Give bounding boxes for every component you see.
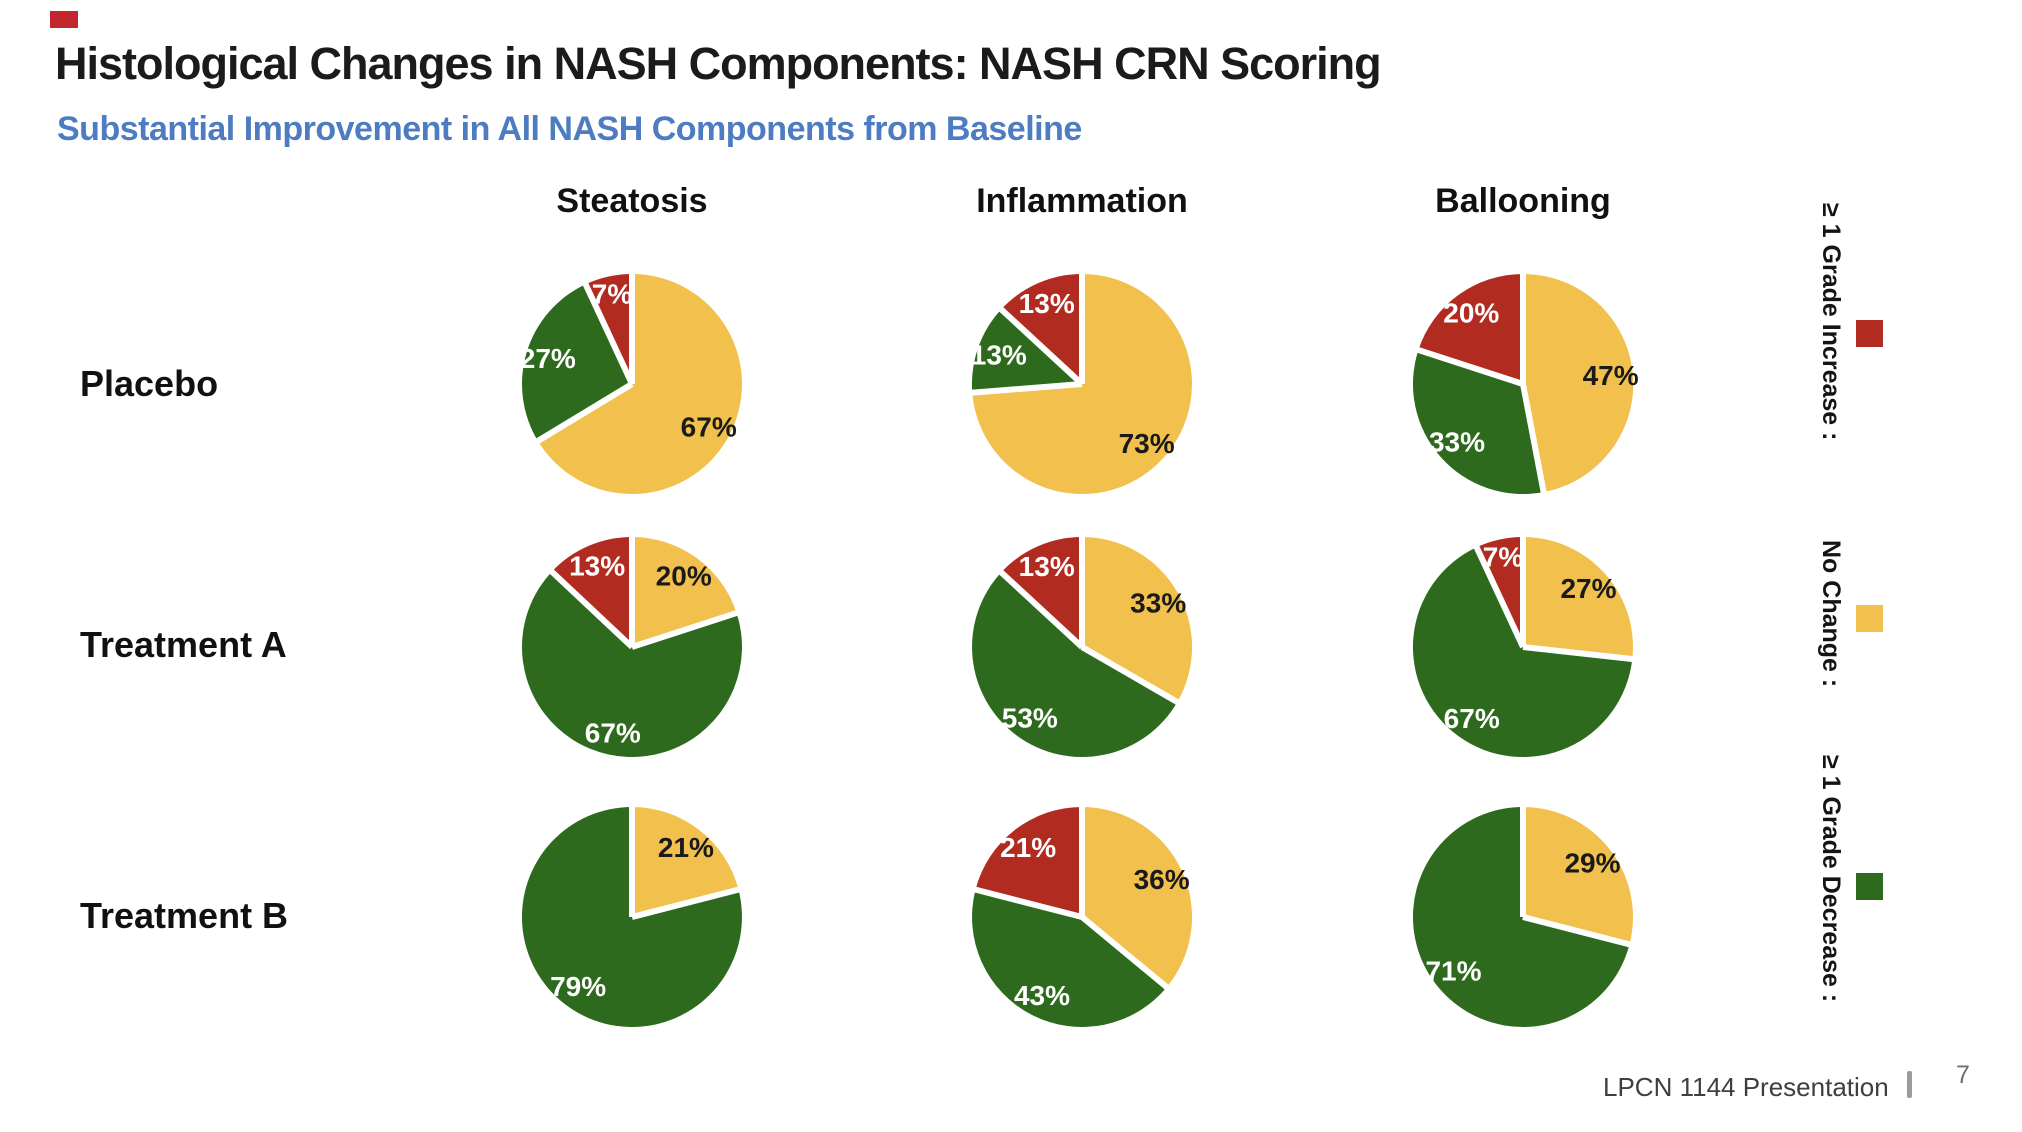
slice-divider bbox=[1522, 914, 1632, 948]
row-label-placebo: Placebo bbox=[80, 363, 219, 404]
slice-label: 29% bbox=[1564, 848, 1620, 879]
slice-label: 7% bbox=[592, 278, 633, 309]
legend-swatch-increase-icon bbox=[1856, 320, 1883, 347]
pie-chart-svg: 36% 43% 21% bbox=[972, 806, 1193, 1027]
pie-treatment-b-inflammation: 36% 43% 21% bbox=[962, 797, 1202, 1037]
pie-chart-svg: 29% 71% bbox=[1412, 806, 1633, 1027]
slice-divider bbox=[1522, 644, 1634, 663]
pie-slice-no_change bbox=[1523, 273, 1634, 493]
legend-swatch-decrease-icon bbox=[1856, 873, 1883, 900]
page-number: 7 bbox=[1956, 1061, 1970, 1089]
slice-divider bbox=[582, 282, 635, 386]
slice-divider bbox=[1520, 383, 1547, 494]
slice-label: 20% bbox=[1443, 297, 1499, 328]
pie-placebo-ballooning: 47% 33% 20% bbox=[1403, 264, 1643, 504]
pie-chart-svg: 27% 67% 7% bbox=[1412, 536, 1634, 758]
row-label-treatment-b: Treatment B bbox=[80, 895, 289, 936]
page-title: Histological Changes in NASH Components:… bbox=[55, 38, 1382, 89]
pie-slice-decrease bbox=[972, 889, 1167, 1027]
red-marker bbox=[50, 11, 78, 28]
pie-slice-increase bbox=[1001, 274, 1082, 384]
pie-chart-svg: 67% 27% 7% bbox=[520, 273, 742, 494]
slice-label: 13% bbox=[971, 340, 1027, 371]
slice-label: 13% bbox=[1019, 551, 1075, 582]
pie-chart-svg: 73% 13% 13% bbox=[971, 273, 1192, 494]
pie-chart-svg: 33% 53% 13% bbox=[972, 536, 1193, 758]
slice-label: 33% bbox=[1429, 427, 1485, 458]
pie-slice-decrease bbox=[1412, 547, 1633, 758]
pie-slice-increase bbox=[551, 537, 632, 647]
legend-label-grade-decrease: ≥ 1 Grade Decrease : bbox=[1817, 755, 1845, 1003]
slice-label: 67% bbox=[585, 717, 641, 748]
slice-label: 13% bbox=[569, 551, 625, 582]
slice-label: 36% bbox=[1134, 864, 1190, 895]
pie-slice-decrease bbox=[972, 572, 1178, 758]
pie-treatment-a-ballooning: 27% 67% 7% bbox=[1403, 527, 1643, 767]
slice-label: 67% bbox=[681, 412, 737, 443]
slice-divider bbox=[998, 306, 1085, 387]
column-header-inflammation: Inflammation bbox=[976, 182, 1188, 220]
pie-slice-decrease bbox=[521, 571, 742, 758]
legend-label-no-change: No Change : bbox=[1817, 540, 1845, 688]
pie-slice-decrease bbox=[1412, 350, 1544, 495]
pie-treatment-b-ballooning: 29% 71% bbox=[1403, 797, 1643, 1037]
slice-label: 79% bbox=[550, 971, 606, 1002]
slice-label: 73% bbox=[1119, 428, 1175, 459]
slice-divider bbox=[1080, 914, 1170, 991]
slice-label: 20% bbox=[656, 560, 712, 591]
slice-label: 33% bbox=[1130, 588, 1186, 619]
slice-label: 7% bbox=[1483, 541, 1524, 572]
slice-divider bbox=[631, 609, 739, 650]
footer-text: LPCN 1144 Presentation bbox=[1603, 1072, 1889, 1102]
slice-divider bbox=[549, 568, 635, 650]
slice-divider bbox=[973, 886, 1083, 920]
slide-subtitle: Substantial Improvement in All NASH Comp… bbox=[57, 110, 1082, 148]
slice-label: 47% bbox=[1583, 360, 1639, 391]
pie-slice-no_change bbox=[632, 807, 739, 917]
slice-label: 21% bbox=[1000, 832, 1056, 863]
slice-label: 27% bbox=[1560, 573, 1616, 604]
legend-swatch-no-change-icon bbox=[1856, 605, 1883, 632]
slice-divider bbox=[971, 381, 1083, 396]
pie-treatment-a-steatosis: 20% 67% 13% bbox=[512, 527, 752, 767]
pie-placebo-inflammation: 73% 13% 13% bbox=[962, 264, 1202, 504]
pie-slice-increase bbox=[1001, 537, 1082, 647]
slice-divider bbox=[1416, 346, 1524, 387]
legend-label-grade-increase: ≥ 1 Grade Increase : bbox=[1817, 203, 1845, 441]
pie-slice-no_change bbox=[537, 274, 742, 494]
pie-treatment-b-steatosis: 21% 79% bbox=[512, 797, 752, 1037]
pie-treatment-a-inflammation: 33% 53% 13% bbox=[962, 527, 1202, 767]
row-label-treatment-a: Treatment A bbox=[80, 624, 287, 665]
pie-slice-decrease bbox=[522, 284, 632, 441]
pie-placebo-steatosis: 67% 27% 7% bbox=[512, 264, 752, 504]
slice-divider bbox=[998, 569, 1085, 650]
pie-chart-svg: 20% 67% 13% bbox=[521, 536, 742, 758]
slice-label: 71% bbox=[1425, 955, 1481, 986]
slice-divider bbox=[535, 381, 634, 445]
pie-slice-no_change bbox=[1082, 807, 1193, 988]
pie-chart-svg: 21% 79% bbox=[521, 806, 742, 1027]
column-header-steatosis: Steatosis bbox=[556, 182, 708, 220]
pie-slice-increase bbox=[975, 807, 1082, 917]
slice-label: 67% bbox=[1444, 703, 1500, 734]
slice-label: 53% bbox=[1002, 702, 1058, 733]
slice-divider bbox=[1080, 644, 1180, 706]
slice-label: 43% bbox=[1014, 980, 1070, 1011]
column-header-ballooning: Ballooning bbox=[1435, 182, 1611, 220]
slice-divider bbox=[1473, 545, 1526, 649]
footer-divider bbox=[1907, 1071, 1912, 1098]
slice-divider bbox=[631, 886, 741, 920]
pie-slice-no_change bbox=[1523, 807, 1633, 945]
pie-slice-decrease bbox=[971, 309, 1082, 393]
slice-label: 27% bbox=[520, 343, 576, 374]
slice-label: 21% bbox=[658, 832, 714, 863]
pie-slice-no_change bbox=[1523, 537, 1633, 659]
pie-chart-svg: 47% 33% 20% bbox=[1412, 273, 1639, 495]
slice-label: 13% bbox=[1019, 288, 1075, 319]
